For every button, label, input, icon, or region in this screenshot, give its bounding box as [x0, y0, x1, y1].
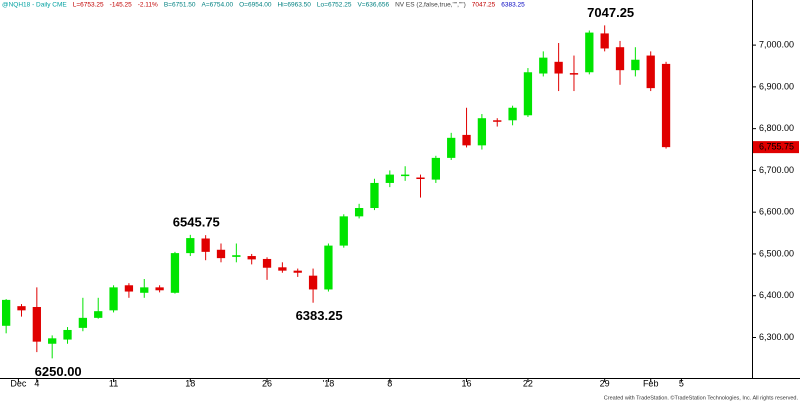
candle-body: [262, 258, 272, 268]
header-item: A=6754.00: [201, 2, 233, 9]
candle-body: [554, 61, 563, 74]
candle-body: [661, 63, 671, 148]
candle-body: [631, 59, 640, 71]
candle-body: [124, 285, 134, 292]
candle-body: [278, 267, 287, 271]
candle-body: [431, 157, 440, 180]
candle-body: [109, 287, 118, 311]
candle-body: [401, 174, 410, 177]
header-item: B=6751.50: [164, 2, 196, 9]
x-tick-label: 26: [262, 378, 272, 388]
candle-body: [600, 33, 609, 49]
candle-body: [508, 107, 517, 121]
candle-body: [308, 275, 318, 290]
x-tick-label: 29: [600, 378, 610, 388]
candle-body: [354, 208, 364, 217]
header-item: @NQH18 - Daily CME: [2, 2, 67, 9]
header-item: NV ES (2,false,true,"",""): [395, 2, 466, 9]
candle-body: [462, 134, 471, 146]
candle-body: [17, 306, 26, 311]
x-tick-label: 18: [185, 378, 195, 388]
header-item: -2.11%: [138, 2, 158, 9]
header-item: 6383.25: [501, 2, 525, 9]
candle-body: [140, 287, 149, 293]
x-tick-label: 4: [34, 378, 39, 388]
header-item: L=6753.25: [73, 2, 104, 9]
candle-body: [539, 57, 548, 74]
annotation: 6250.00: [35, 364, 82, 379]
y-tick-label: 6,600.00: [759, 207, 794, 217]
y-tick-label: 7,000.00: [759, 39, 794, 49]
candle-body: [94, 311, 103, 318]
y-tick-label: 6,800.00: [759, 123, 794, 133]
header-item: 7047.25: [472, 2, 496, 9]
y-tick-label: 6,400.00: [759, 290, 794, 300]
annotation: 6383.25: [296, 308, 343, 323]
x-tick-label: 16: [462, 378, 472, 388]
x-tick-label: 22: [523, 378, 533, 388]
header-item: O=6954.00: [239, 2, 272, 9]
candle-body: [216, 249, 226, 259]
header-item: -145.25: [110, 2, 132, 9]
header-item: V=636,656: [357, 2, 389, 9]
candle-body: [585, 32, 594, 73]
candle-body: [523, 72, 533, 116]
candle-body: [186, 238, 195, 254]
candle-body: [247, 256, 256, 260]
candle-body: [493, 120, 502, 122]
last-price-box: [753, 141, 799, 154]
candle-body: [569, 73, 579, 75]
footer: Created with TradeStation. ©TradeStation…: [604, 394, 799, 401]
candle-body: [370, 182, 379, 209]
header-item: Lo=6752.25: [317, 2, 352, 9]
candle-body: [48, 338, 57, 344]
candle-body: [170, 253, 180, 293]
candle-body: [339, 216, 348, 246]
candle-body: [324, 245, 333, 290]
candle-body: [1, 299, 11, 326]
y-tick-label: 6,700.00: [759, 165, 794, 175]
x-tick-label: Feb: [643, 378, 659, 388]
candle-body: [447, 137, 456, 158]
last-price-label: 6,755.75: [759, 142, 794, 152]
candle-body: [293, 270, 302, 273]
candle-body: [416, 177, 425, 180]
annotation: 7047.25: [587, 5, 634, 20]
x-tick-label: Dec: [10, 378, 27, 388]
candle-body: [232, 255, 241, 257]
x-tick-label: 8: [387, 378, 392, 388]
x-tick-label: 11: [109, 378, 118, 388]
y-tick-label: 6,900.00: [759, 81, 794, 91]
y-tick-label: 6,300.00: [759, 332, 794, 342]
x-tick-label: '18: [323, 378, 335, 388]
x-tick-label: 5: [679, 378, 684, 388]
candle-body: [646, 55, 655, 89]
candle-body: [477, 118, 487, 146]
candle-body: [32, 306, 41, 342]
candle-body: [63, 329, 72, 340]
candle-body: [385, 174, 394, 183]
header-item: Hi=6963.50: [277, 2, 311, 9]
candle-body: [615, 47, 625, 71]
annotation: 6545.75: [173, 214, 220, 229]
y-tick-label: 6,500.00: [759, 248, 794, 258]
candle-body: [201, 238, 210, 252]
candle-body: [78, 317, 88, 328]
candle-body: [155, 287, 164, 291]
